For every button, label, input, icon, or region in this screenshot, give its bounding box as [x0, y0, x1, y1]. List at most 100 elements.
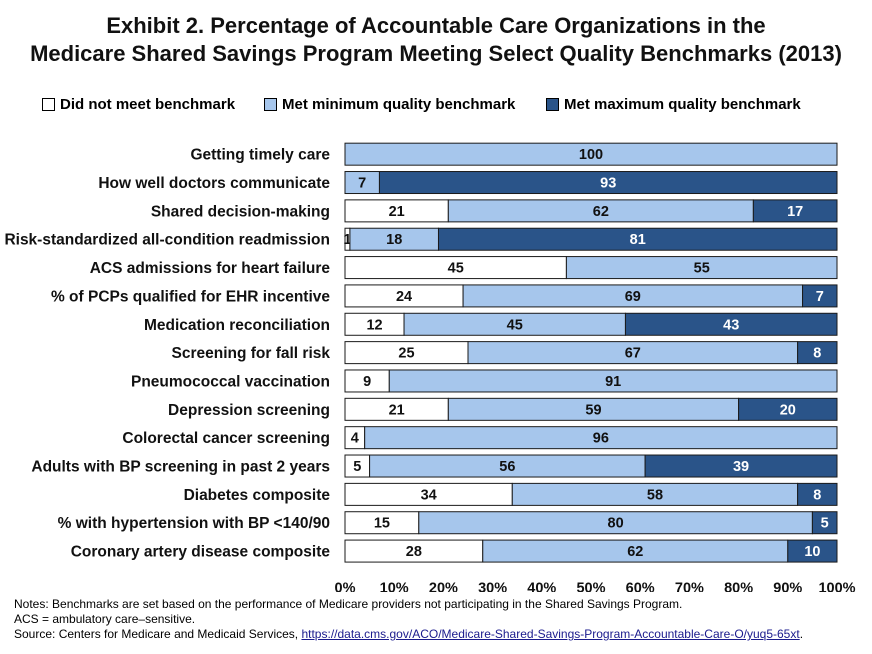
bar-segment-met-maximum-quality-benchmark — [752, 199, 838, 223]
data-label: 7 — [358, 176, 366, 192]
data-label: 10 — [804, 544, 820, 560]
source-suffix: . — [799, 627, 804, 641]
bar-segment-met-maximum-quality-benchmark — [738, 397, 838, 421]
data-label: 43 — [723, 317, 739, 333]
x-tick-label: 70% — [675, 580, 704, 592]
data-label: 93 — [600, 176, 616, 192]
data-label: 5 — [353, 459, 361, 475]
x-tick-label: 50% — [576, 580, 605, 592]
legend-swatch-met-minimum — [264, 98, 277, 111]
data-label: 58 — [647, 487, 663, 503]
data-label: 8 — [813, 346, 821, 362]
category-label: % with hypertension with BP <140/90 — [58, 515, 330, 532]
category-label: Depression screening — [168, 402, 330, 419]
x-tick-label: 0% — [335, 580, 356, 592]
notes-line-1: Notes: Benchmarks are set based on the p… — [14, 597, 683, 611]
x-tick-label: 10% — [380, 580, 409, 592]
data-label: 81 — [630, 232, 646, 248]
source-link[interactable]: https://data.cms.gov/ACO/Medicare-Shared… — [301, 627, 800, 641]
category-label: ACS admissions for heart failure — [90, 260, 331, 277]
data-label: 8 — [813, 487, 821, 503]
data-label: 34 — [421, 487, 437, 503]
data-label: 28 — [406, 544, 422, 560]
category-label: Risk-standardized all-condition readmiss… — [4, 232, 330, 249]
data-label: 1 — [343, 232, 351, 248]
data-label: 59 — [585, 402, 601, 418]
data-label: 7 — [816, 289, 824, 305]
x-tick-label: 90% — [773, 580, 802, 592]
category-label: Coronary artery disease composite — [71, 544, 331, 561]
data-label: 17 — [787, 204, 803, 220]
data-label: 9 — [363, 374, 371, 390]
source-prefix: Source: Centers for Medicare and Medicai… — [14, 627, 302, 641]
notes-source: Source: Centers for Medicare and Medicai… — [14, 627, 803, 642]
category-label: Medication reconciliation — [144, 317, 330, 334]
bar-segment-met-maximum-quality-benchmark — [797, 482, 838, 506]
bar-segment-met-maximum-quality-benchmark — [797, 341, 838, 365]
x-tick-label: 20% — [429, 580, 458, 592]
chart-title-line-1: Exhibit 2. Percentage of Accountable Car… — [106, 13, 766, 38]
data-label: 45 — [448, 261, 464, 277]
data-label: 39 — [733, 459, 749, 475]
data-label: 45 — [507, 317, 523, 333]
data-label: 62 — [593, 204, 609, 220]
x-tick-label: 30% — [478, 580, 507, 592]
bar-segment-met-maximum-quality-benchmark — [787, 539, 838, 563]
bar-segment-met-maximum-quality-benchmark — [644, 454, 838, 478]
legend-item-did-not-meet: Did not meet benchmark — [42, 96, 235, 113]
data-label: 5 — [821, 516, 829, 532]
category-label: Colorectal cancer screening — [122, 430, 330, 447]
x-tick-label: 40% — [527, 580, 556, 592]
data-label: 56 — [499, 459, 515, 475]
data-label: 21 — [389, 204, 405, 220]
chart-title: Exhibit 2. Percentage of Accountable Car… — [0, 12, 872, 68]
category-label: Diabetes composite — [184, 487, 331, 504]
data-label: 100 — [579, 147, 603, 163]
legend-item-met-maximum: Met maximum quality benchmark — [546, 96, 801, 113]
x-tick-label: 80% — [724, 580, 753, 592]
bar-segment-met-minimum-quality-benchmark — [364, 426, 838, 450]
legend-swatch-did-not-meet — [42, 98, 55, 111]
bar-segment-met-minimum-quality-benchmark — [388, 369, 838, 393]
bar-segment-met-minimum-quality-benchmark — [344, 142, 838, 166]
legend-swatch-met-maximum — [546, 98, 559, 111]
data-label: 20 — [780, 402, 796, 418]
chart-notes: Notes: Benchmarks are set based on the p… — [14, 597, 803, 642]
data-label: 96 — [593, 431, 609, 447]
bar-segment-met-minimum-quality-benchmark — [565, 256, 838, 280]
legend-label-met-minimum: Met minimum quality benchmark — [282, 96, 516, 113]
category-label: Shared decision-making — [151, 203, 330, 220]
category-label: How well doctors communicate — [98, 175, 330, 192]
legend-label-did-not-meet: Did not meet benchmark — [60, 96, 236, 113]
data-label: 24 — [396, 289, 412, 305]
category-label: Pneumococcal vaccination — [131, 373, 330, 390]
data-label: 18 — [386, 232, 402, 248]
category-label: % of PCPs qualified for EHR incentive — [51, 288, 330, 305]
x-tick-label: 100% — [818, 580, 855, 592]
data-label: 12 — [366, 317, 382, 333]
bar-segment-met-maximum-quality-benchmark — [437, 227, 838, 251]
category-label: Adults with BP screening in past 2 years — [31, 459, 330, 476]
x-tick-label: 60% — [626, 580, 655, 592]
chart-title-line-2: Medicare Shared Savings Program Meeting … — [30, 41, 842, 66]
data-label: 69 — [625, 289, 641, 305]
bar-segment-met-maximum-quality-benchmark — [811, 511, 838, 535]
notes-line-2: ACS = ambulatory care–sensitive. — [14, 612, 196, 626]
data-label: 62 — [627, 544, 643, 560]
data-label: 55 — [694, 261, 710, 277]
stacked-bar-chart: Getting timely care 100 How well doctors c… — [4, 142, 856, 592]
data-label: 25 — [398, 346, 414, 362]
legend-item-met-minimum: Met minimum quality benchmark — [264, 96, 515, 113]
category-label: Getting timely care — [190, 147, 330, 164]
legend-label-met-maximum: Met maximum quality benchmark — [564, 96, 801, 113]
data-label: 4 — [351, 431, 359, 447]
bar-segment-met-maximum-quality-benchmark — [624, 312, 838, 336]
chart-legend: Did not meet benchmark Met minimum quali… — [0, 96, 872, 116]
data-label: 91 — [605, 374, 621, 390]
data-label: 21 — [389, 402, 405, 418]
data-label: 80 — [608, 516, 624, 532]
category-label: Screening for fall risk — [172, 345, 331, 362]
bar-segment-met-maximum-quality-benchmark — [378, 171, 838, 195]
data-label: 67 — [625, 346, 641, 362]
bar-segment-met-maximum-quality-benchmark — [802, 284, 838, 308]
